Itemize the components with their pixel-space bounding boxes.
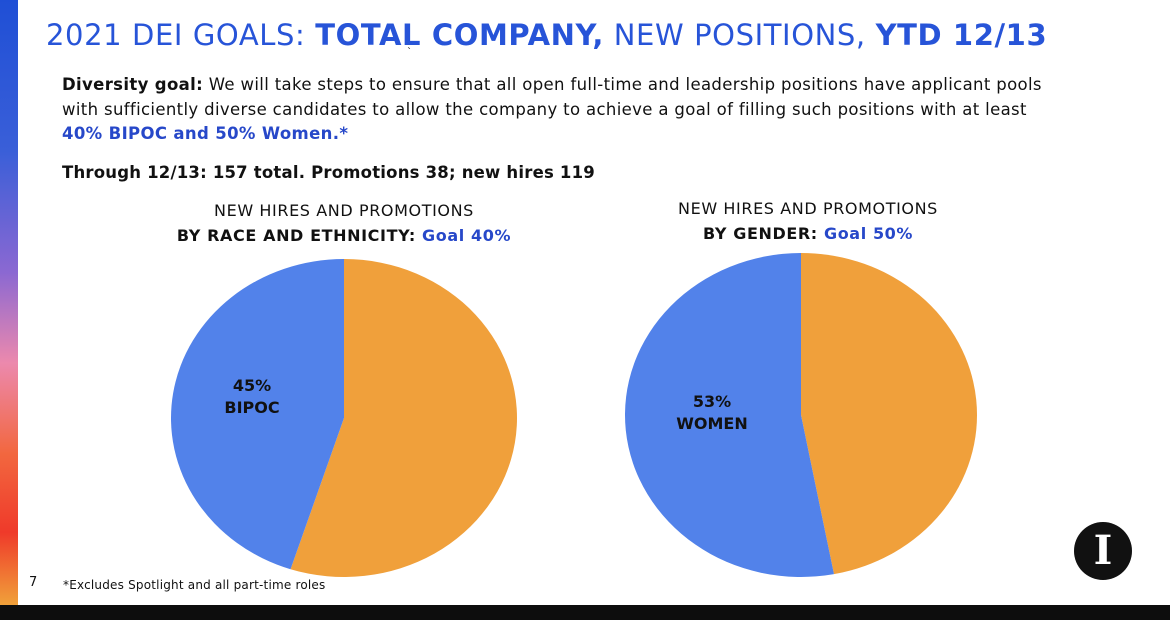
gender-chart-title: NEW HIRES AND PROMOTIONS BY GENDER: Goal… [608, 196, 1008, 246]
goal-body: We will take steps to ensure that all op… [62, 75, 1042, 119]
gender-chart-subtitle: BY GENDER: [702, 224, 818, 243]
diversity-goal-text: Diversity goal: We will take steps to en… [62, 73, 1072, 147]
bottom-bar [0, 605, 1170, 620]
race-chart-title-line1: NEW HIRES AND PROMOTIONS [214, 201, 474, 220]
race-chart-title-line2: BY RACE AND ETHNICITY: Goal 40% [144, 223, 544, 248]
gender-slice-other [801, 253, 977, 575]
slide-edge-gradient [0, 0, 18, 605]
slide-title: 2021 DEI GOALS: TOTAL COMPANY, NEW POSIT… [46, 18, 1047, 52]
gender-pie-chart: 53% WOMEN [624, 253, 977, 577]
goal-lead: Diversity goal: [62, 75, 204, 94]
race-slice-other [290, 259, 518, 577]
race-slice-name-label: BIPOC [224, 398, 279, 417]
company-logo: I [1074, 522, 1132, 580]
gender-chart-title-line2: BY GENDER: Goal 50% [608, 221, 1008, 246]
title-part-3: NEW POSITIONS, [603, 18, 876, 52]
through-summary: Through 12/13: 157 total. Promotions 38;… [62, 163, 595, 182]
title-part-2: TOTAL COMPANY, [315, 18, 604, 52]
goal-accent: 40% BIPOC and 50% Women.* [62, 124, 349, 143]
gender-slice-name-label: WOMEN [676, 414, 748, 433]
page-number: 7 [29, 575, 38, 590]
race-chart-subtitle: BY RACE AND ETHNICITY: [176, 226, 416, 245]
gender-chart-goal: Goal 50% [817, 224, 914, 243]
gender-slice-value-label: 53% [693, 392, 731, 411]
title-part-1: 2021 DEI GOALS: [46, 18, 316, 52]
title-part-4: YTD 12/13 [875, 18, 1048, 52]
race-chart-title: NEW HIRES AND PROMOTIONS BY RACE AND ETH… [144, 198, 544, 248]
gender-slice-women [624, 253, 834, 577]
race-slice-bipoc [171, 259, 344, 570]
race-slice-value-label: 45% [233, 376, 271, 395]
race-chart-goal: Goal 40% [415, 226, 512, 245]
gender-chart-title-line1: NEW HIRES AND PROMOTIONS [678, 199, 938, 218]
race-pie-chart: 45% BIPOC [171, 259, 518, 577]
cursor-mark: ˋ [407, 47, 412, 58]
footnote: *Excludes Spotlight and all part-time ro… [63, 578, 326, 592]
